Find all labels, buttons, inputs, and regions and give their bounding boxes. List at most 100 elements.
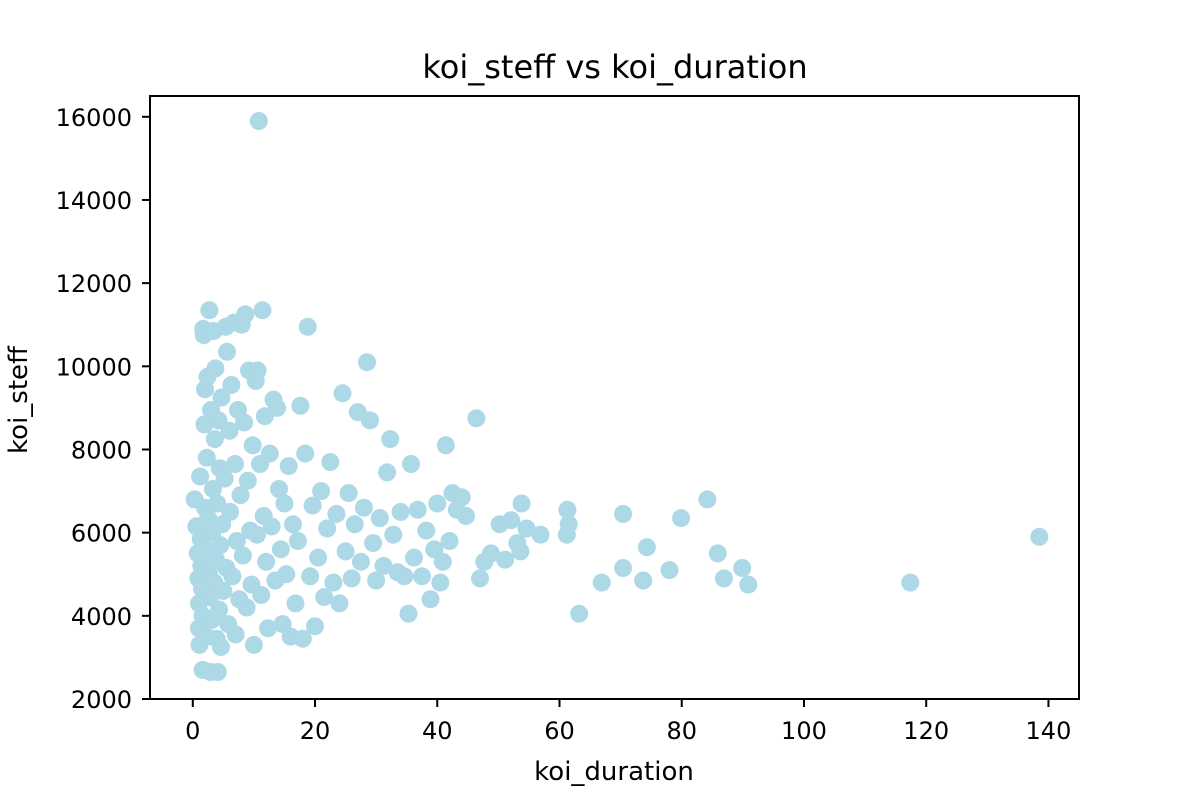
data-point — [431, 573, 450, 592]
y-tick-label: 2000 — [71, 686, 132, 714]
data-point — [708, 544, 727, 563]
data-point — [191, 467, 210, 486]
data-point — [698, 490, 717, 509]
data-point — [512, 494, 531, 513]
data-point — [417, 521, 436, 540]
data-point — [336, 542, 355, 561]
data-point — [408, 500, 427, 519]
data-point — [482, 544, 500, 563]
data-point — [672, 509, 691, 528]
data-point — [660, 561, 679, 580]
data-point — [296, 444, 315, 463]
data-point — [243, 436, 262, 455]
data-point — [214, 581, 233, 600]
data-point — [559, 515, 578, 534]
data-point — [259, 619, 277, 638]
data-point — [215, 469, 234, 488]
x-tick-label: 20 — [300, 717, 331, 745]
data-point — [257, 552, 276, 571]
data-point — [413, 567, 431, 586]
data-point — [249, 112, 268, 130]
data-point — [220, 421, 239, 440]
data-point — [236, 305, 255, 324]
data-point — [248, 525, 266, 544]
data-point — [330, 594, 349, 613]
data-point — [223, 567, 242, 586]
x-tick-label: 140 — [1026, 717, 1072, 745]
chart-title: koi_steff vs koi_duration — [422, 48, 807, 86]
data-point — [733, 559, 752, 577]
data-point — [277, 565, 296, 584]
data-point — [218, 342, 236, 361]
data-point — [237, 598, 256, 617]
x-axis: 0 20 40 60 80 100 120 140 — [185, 699, 1071, 745]
data-point — [364, 534, 383, 553]
data-point — [351, 552, 370, 571]
data-point — [298, 317, 317, 336]
data-point — [231, 486, 250, 505]
data-point — [467, 409, 486, 428]
data-point — [739, 575, 758, 594]
data-point — [391, 502, 410, 521]
data-point — [284, 515, 302, 534]
data-point — [318, 519, 337, 538]
data-point — [637, 538, 656, 557]
y-tick-label: 14000 — [56, 187, 132, 215]
data-point — [354, 498, 373, 517]
data-point — [233, 546, 252, 565]
data-point — [511, 542, 530, 561]
data-point — [293, 629, 312, 648]
data-point — [291, 396, 310, 415]
data-point — [270, 480, 288, 498]
data-point — [345, 515, 364, 534]
points-layer — [185, 112, 1049, 681]
x-tick-label: 0 — [185, 717, 200, 745]
data-point — [327, 504, 346, 523]
data-point — [200, 301, 219, 320]
data-point — [531, 525, 550, 544]
data-point — [614, 504, 633, 523]
data-point — [324, 573, 343, 592]
data-point — [374, 556, 393, 575]
data-point — [306, 617, 324, 636]
data-point — [312, 482, 331, 501]
data-point — [288, 532, 307, 550]
data-point — [252, 586, 271, 604]
data-point — [226, 455, 244, 473]
data-point — [197, 448, 216, 467]
data-point — [502, 511, 521, 530]
data-point — [433, 552, 452, 571]
data-point — [248, 361, 267, 380]
y-tick-label: 16000 — [56, 104, 132, 132]
data-point — [212, 388, 231, 407]
x-tick-label: 40 — [422, 717, 453, 745]
data-point — [268, 398, 287, 417]
y-tick-label: 4000 — [71, 603, 132, 631]
data-point — [199, 509, 218, 528]
data-point — [227, 532, 246, 550]
data-point — [309, 548, 328, 567]
data-point — [286, 594, 305, 613]
data-point — [436, 436, 455, 455]
data-point — [634, 571, 653, 590]
data-point — [301, 567, 320, 586]
plot-frame — [149, 95, 1080, 700]
data-point — [333, 384, 352, 403]
data-point — [428, 494, 447, 513]
data-point — [370, 509, 389, 528]
data-point — [222, 376, 241, 394]
data-point — [570, 604, 589, 623]
data-point — [457, 507, 475, 525]
data-point — [614, 559, 633, 577]
x-tick-label: 120 — [903, 717, 949, 745]
data-point — [440, 532, 459, 550]
data-point — [321, 453, 340, 471]
data-point — [235, 413, 254, 432]
x-tick-label: 100 — [781, 717, 827, 745]
data-point — [260, 444, 279, 463]
data-point — [714, 569, 733, 588]
data-point — [211, 638, 230, 656]
data-point — [421, 590, 440, 609]
